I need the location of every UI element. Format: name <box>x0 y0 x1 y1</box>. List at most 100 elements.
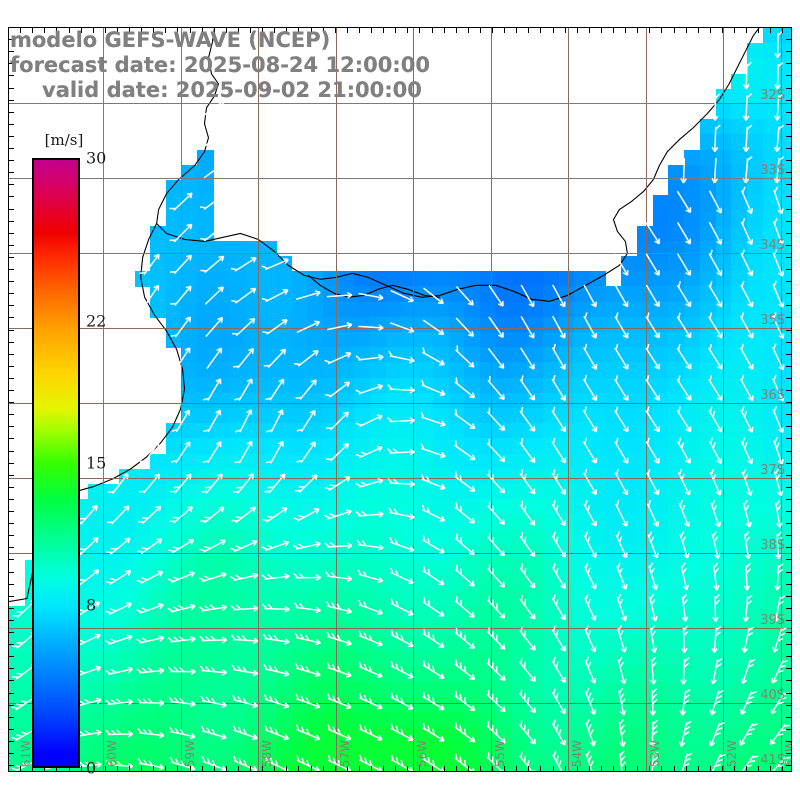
parallel-gridline-8 <box>9 703 791 704</box>
frame-tick-right <box>786 559 792 561</box>
frame-tick-top <box>431 27 433 33</box>
frame-tick-left <box>8 692 14 694</box>
wind-barb <box>551 469 567 495</box>
wind-barb <box>520 347 535 370</box>
wind-barb <box>358 599 384 616</box>
wind-barb <box>647 531 659 559</box>
frame-tick-right <box>786 256 792 258</box>
frame-tick-bot <box>298 766 300 772</box>
wind-barb <box>355 414 383 428</box>
wind-barb <box>487 563 506 588</box>
frame-tick-right <box>786 148 792 149</box>
wind-barb <box>294 632 321 646</box>
frame-tick-right <box>786 619 792 621</box>
frame-tick-right <box>786 571 792 573</box>
frame-tick-right <box>786 474 792 476</box>
wind-barb <box>169 254 192 275</box>
wind-barb <box>773 124 784 153</box>
frame-tick-bot <box>540 766 542 772</box>
wind-barb <box>263 694 290 709</box>
wind-barb <box>709 721 725 747</box>
wind-barb <box>742 124 753 153</box>
wind-barb <box>233 755 258 771</box>
wind-barb <box>519 375 536 401</box>
lat-label-35S: 35S <box>760 313 785 328</box>
colorbar-unit-label: [m/s] <box>44 131 84 149</box>
map-plot-area[interactable]: 61W60W59W58W57W56W55W54W53W52W51W 32S33S… <box>8 27 792 772</box>
wind-barb <box>585 750 594 771</box>
frame-tick-left <box>8 51 14 53</box>
wind-barb <box>137 758 165 771</box>
frame-tick-top <box>407 27 409 33</box>
frame-tick-bot <box>383 766 385 772</box>
frame-tick-bot <box>770 766 772 772</box>
wind-barb <box>618 687 627 716</box>
frame-tick-right <box>786 595 792 597</box>
frame-tick-bot <box>92 766 94 772</box>
wind-barb <box>519 500 536 526</box>
frame-tick-right <box>786 414 792 416</box>
frame-tick-right <box>786 390 792 391</box>
wind-barb <box>583 312 598 339</box>
wind-barb <box>712 594 721 622</box>
wind-barb <box>742 594 753 622</box>
frame-tick-right <box>786 281 792 283</box>
wind-barb <box>649 593 658 622</box>
wind-barb <box>327 724 352 741</box>
wind-barb <box>169 223 193 243</box>
wind-barb <box>293 508 320 522</box>
wind-barb <box>584 625 597 653</box>
frame-tick-left <box>8 329 14 331</box>
frame-tick-top <box>734 27 735 33</box>
frame-tick-top <box>709 27 711 33</box>
frame-tick-right <box>786 99 792 101</box>
wind-barb <box>709 689 724 716</box>
wind-barb <box>679 531 690 559</box>
wind-barb <box>293 602 321 614</box>
wind-barb <box>772 405 785 434</box>
wind-barb <box>199 635 228 644</box>
wind-barb <box>294 663 321 678</box>
frame-tick-left <box>8 656 14 658</box>
frame-tick-bot <box>443 766 445 772</box>
wind-barb <box>200 255 225 274</box>
wind-barb <box>422 660 445 679</box>
wind-barb <box>552 750 563 771</box>
wind-barb <box>234 378 253 401</box>
frame-tick-top <box>274 27 276 33</box>
wind-barb <box>583 531 597 559</box>
wind-barb <box>265 378 285 401</box>
wind-barb <box>295 379 317 400</box>
wind-barb <box>232 725 258 741</box>
frame-tick-top <box>625 27 627 33</box>
wind-barb <box>296 755 321 771</box>
wind-barb <box>551 500 566 527</box>
wind-barb <box>390 289 414 303</box>
lon-label-53W: 53W <box>648 739 662 767</box>
frame-tick-top <box>600 27 602 33</box>
wind-barb <box>618 718 626 748</box>
frame-tick-bot <box>141 766 143 772</box>
frame-tick-left <box>8 583 14 585</box>
wind-barb <box>201 473 223 494</box>
wind-barb <box>324 542 353 550</box>
wind-barb <box>262 633 290 645</box>
meridian-gridline-3 <box>336 28 337 771</box>
wind-barb <box>230 539 258 553</box>
wind-barb <box>138 473 161 494</box>
wind-barb <box>645 375 661 401</box>
frame-tick-right <box>786 317 792 319</box>
lon-label-61W: 61W <box>19 739 33 767</box>
frame-tick-bot <box>286 766 288 772</box>
frame-tick-right <box>786 656 792 658</box>
frame-tick-bot <box>129 766 130 772</box>
frame-tick-right <box>786 111 792 113</box>
wind-barb <box>422 597 445 617</box>
wind-barb <box>614 343 629 370</box>
wind-barb <box>583 343 598 370</box>
frame-tick-top <box>588 27 590 33</box>
wind-barb <box>139 284 160 307</box>
wind-barb <box>680 562 690 591</box>
frame-tick-left <box>8 135 14 137</box>
wind-barb <box>519 626 536 651</box>
